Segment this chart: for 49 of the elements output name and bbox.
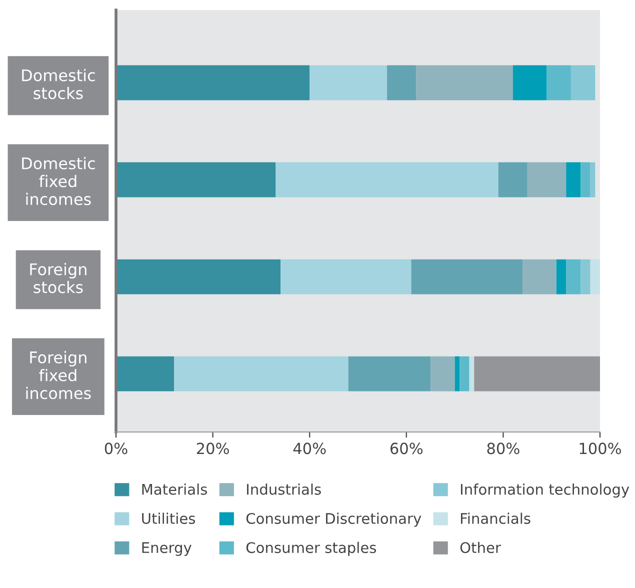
bar: [590, 259, 600, 294]
bar: [522, 259, 556, 294]
legend-label: Information technology: [460, 484, 630, 498]
bar: [590, 162, 596, 198]
y-tick-label: Domestic stocks: [22, 68, 95, 100]
bar: [527, 162, 566, 198]
bar: [474, 356, 600, 392]
bar: [454, 356, 460, 392]
bar: [276, 162, 498, 198]
x-tick-label: 100%: [580, 442, 621, 454]
bar: [116, 259, 281, 294]
bar: [416, 65, 513, 100]
x-tick-label: 0%: [104, 442, 128, 454]
legend-label: Consumer Discretionary: [246, 512, 422, 527]
bar: [566, 259, 581, 294]
bar: [580, 259, 590, 294]
x-tick-label: 20%: [196, 442, 229, 454]
x-tick-label: 80%: [487, 442, 520, 454]
legend-label: Consumer staples: [246, 542, 376, 556]
legend-label: Materials: [142, 484, 207, 495]
bar: [348, 356, 431, 392]
bar: [116, 65, 310, 100]
bar: [512, 65, 547, 100]
x-tick-label: 40%: [293, 442, 326, 454]
bar: [310, 65, 388, 100]
x-tick-label: 60%: [390, 442, 423, 454]
legend-label: Energy: [142, 542, 192, 556]
bar: [430, 356, 455, 392]
bar: [469, 356, 474, 392]
y-tick-label: Foreign fixed incomes: [26, 351, 91, 400]
legend-label: Other: [460, 542, 501, 554]
bar: [460, 356, 470, 392]
bar: [280, 259, 412, 294]
bar: [116, 162, 276, 198]
bar: [387, 65, 416, 100]
bar: [116, 356, 174, 392]
legend-label: Industrials: [247, 484, 321, 495]
bar: [411, 259, 523, 294]
bar: [174, 356, 348, 392]
y-tick-label: Domestic fixed incomes: [22, 157, 95, 206]
bar: [498, 162, 528, 198]
bar: [566, 162, 581, 198]
bar: [556, 259, 566, 294]
bar: [546, 65, 571, 100]
legend-label: Utilities: [142, 512, 196, 524]
bar: [580, 162, 590, 198]
bar: [570, 65, 596, 100]
legend-label: Financials: [460, 512, 530, 524]
y-tick-label: Foreign stocks: [30, 262, 86, 294]
